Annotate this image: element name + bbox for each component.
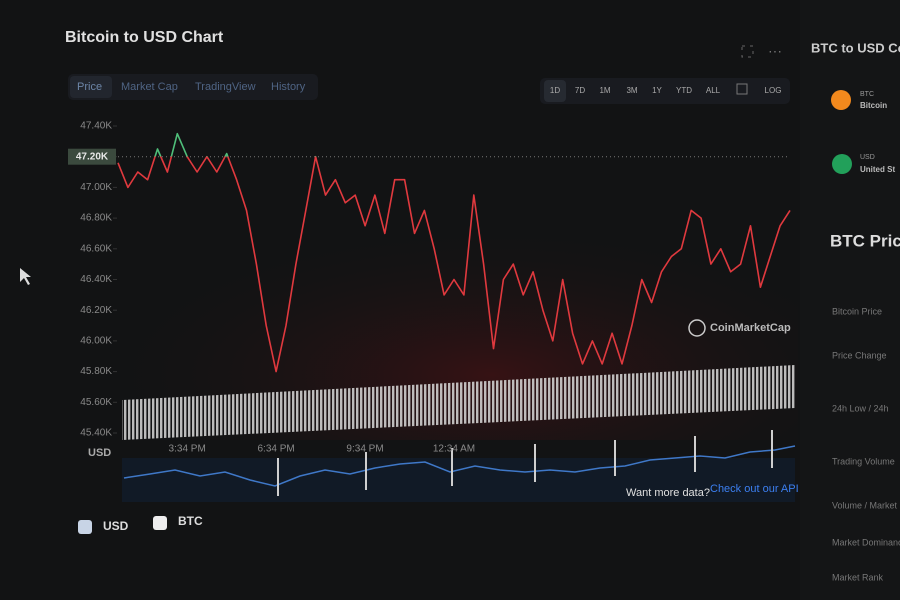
range-button[interactable]: YTD [676, 86, 692, 95]
api-prompt: Want more data? [626, 487, 710, 499]
api-link[interactable]: Check out our API [710, 483, 799, 495]
stat-label: 24h Low / 24h [832, 403, 889, 413]
stat-label: Volume / Market [832, 500, 898, 510]
stat-label: Market Dominance [832, 537, 900, 547]
price-title: BTC Price [830, 231, 900, 250]
navigator [122, 458, 795, 502]
legend-label[interactable]: BTC [178, 514, 203, 528]
active-range [544, 80, 566, 102]
tab[interactable]: Price [77, 81, 102, 93]
side-title: BTC to USD Co [811, 40, 900, 55]
range-button[interactable]: 1D [550, 86, 560, 95]
y-tick-label: 47.40K [80, 121, 112, 132]
stat-label: Market Rank [832, 572, 884, 582]
item-code: USD [860, 154, 875, 161]
btc-icon [831, 90, 851, 110]
range-button[interactable]: 1Y [652, 86, 662, 95]
range-button[interactable]: 7D [575, 86, 585, 95]
tab[interactable]: History [271, 81, 306, 93]
range-button[interactable]: ALL [706, 86, 721, 95]
tab[interactable]: Market Cap [121, 81, 178, 93]
range-button[interactable]: LOG [765, 86, 782, 95]
more-icon[interactable]: ··· [768, 43, 782, 59]
x-tick-label: 9:34 PM [346, 444, 383, 455]
legend-label[interactable]: USD [103, 519, 129, 533]
y-tick-label: 47.00K [80, 182, 112, 193]
chart-title: Bitcoin to USD Chart [65, 29, 224, 46]
expand-icon[interactable] [741, 45, 754, 58]
calendar-icon[interactable] [736, 83, 748, 95]
tab-bar [68, 74, 318, 100]
navigator-handles [277, 430, 773, 496]
active-tab [70, 76, 112, 98]
y-tick-label: 46.20K [80, 305, 112, 316]
watermark: CoinMarketCap [710, 322, 791, 334]
watermark-logo [688, 319, 706, 337]
range-bar [540, 78, 790, 104]
item-name: Bitcoin [860, 101, 887, 110]
price-line [117, 132, 791, 373]
range-button[interactable]: 1M [599, 86, 610, 95]
volume-bars [122, 365, 795, 440]
current-price-label: 47.20K [76, 151, 109, 162]
usd-icon [832, 154, 852, 174]
tab[interactable]: TradingView [195, 81, 256, 93]
x-tick-label: 12:34 AM [433, 444, 475, 455]
y-tick-label: 46.40K [80, 274, 112, 285]
stat-label: Price Change [832, 350, 887, 360]
x-tick-label: 3:34 PM [169, 444, 206, 455]
stats: Bitcoin Price Price Change 24h Low / 24h Tr… [832, 306, 900, 582]
y-tick-label: 45.40K [80, 428, 112, 439]
stat-label: Trading Volume [832, 456, 895, 466]
item-code: BTC [860, 91, 874, 98]
navigator-label: USD [88, 447, 111, 459]
y-tick-label: 45.80K [80, 366, 112, 377]
y-tick-label: 46.80K [80, 213, 112, 224]
current-price-box [68, 148, 116, 165]
x-tick-label: 6:34 PM [257, 444, 294, 455]
legend-swatch[interactable] [78, 520, 92, 534]
legend-swatch[interactable] [153, 516, 167, 530]
item-name: United St [860, 165, 895, 174]
cursor [20, 268, 31, 285]
navigator-line [123, 445, 796, 487]
stat-label: Bitcoin Price [832, 306, 882, 316]
y-tick-label: 46.00K [80, 336, 112, 347]
y-tick-label: 46.60K [80, 243, 112, 254]
y-tick-label: 45.60K [80, 397, 112, 408]
header-icons: ··· [741, 43, 782, 59]
range-button[interactable]: 3M [626, 86, 637, 95]
